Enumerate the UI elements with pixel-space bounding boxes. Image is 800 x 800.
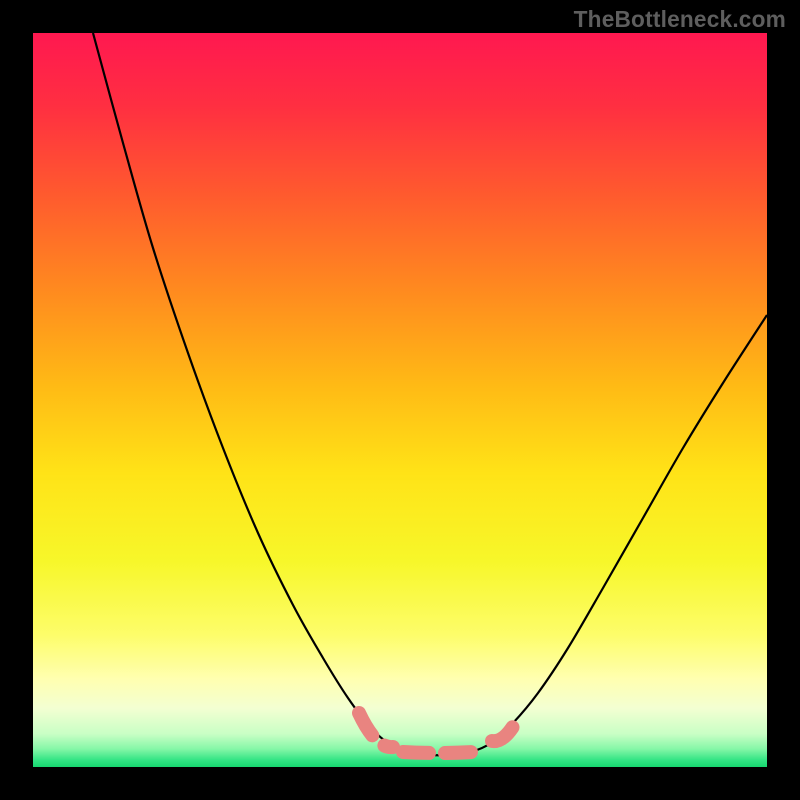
watermark-text: TheBottleneck.com [574, 6, 786, 33]
gradient-background [33, 33, 767, 767]
chart-canvas: TheBottleneck.com [0, 0, 800, 800]
plot-area [33, 33, 767, 767]
